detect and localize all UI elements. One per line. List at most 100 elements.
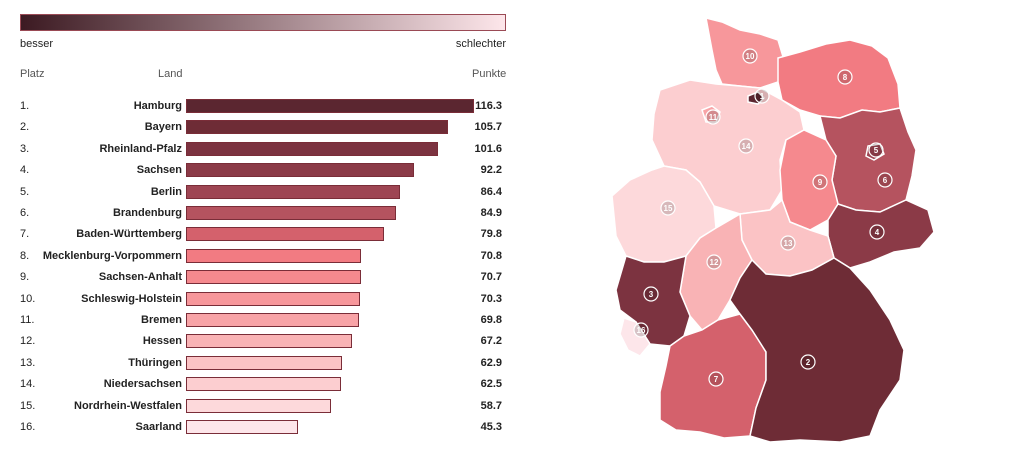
- score-value-label: 45.3: [480, 421, 502, 433]
- ranking-row: 8. Mecklenburg-Vorpommern 70.8: [0, 248, 520, 263]
- rank-label: 11.: [20, 314, 35, 326]
- map-badge-label: 3: [649, 290, 654, 299]
- state-shapes: [611, 16, 935, 443]
- ranking-row: 15. Nordrhein-Westfalen 58.7: [0, 398, 520, 413]
- ranking-row: 6. Brandenburg 84.9: [0, 206, 520, 220]
- ranking-row: 16. Saarland 45.3: [0, 420, 520, 434]
- score-bar: [186, 248, 362, 263]
- map-badge-circle: [742, 48, 758, 64]
- map-badge-label: 4: [875, 228, 880, 237]
- score-bar: [186, 141, 438, 156]
- score-bar: [186, 270, 362, 285]
- rank-label: 7.: [20, 228, 30, 241]
- map-badge-label: 7: [714, 375, 719, 384]
- state-label: Sachsen: [136, 164, 182, 177]
- state-label: Bayern: [144, 121, 182, 134]
- state-region-saarland: [619, 317, 651, 357]
- ranking-row: 12. Hessen 67.2: [0, 334, 520, 349]
- rank-label: 16.: [20, 421, 36, 433]
- map-badge-label: 2: [806, 358, 811, 367]
- score-value-label: 58.7: [480, 399, 502, 412]
- map-badge-circle: [812, 174, 828, 190]
- state-label: Schleswig-Holstein: [81, 292, 182, 305]
- score-value-label: 86.4: [480, 185, 502, 198]
- rank-label: 13.: [20, 356, 36, 369]
- score-bar: [186, 398, 332, 413]
- map-badge-label: 15: [664, 204, 673, 213]
- ranking-bar-chart: 1. Hamburg 116.3 2. Bayern 105.7 3. Rheinland-P…: [0, 99, 520, 434]
- map-badge-label: 6: [883, 176, 888, 185]
- state-column-header: Land: [158, 68, 183, 80]
- score-value-label: 79.8: [480, 228, 502, 241]
- state-region-bayern: [729, 257, 905, 443]
- points-column-header: Punkte: [472, 68, 507, 80]
- score-bar: [186, 420, 299, 434]
- ranking-row: 5. Berlin 86.4: [0, 184, 520, 199]
- rank-label: 10.: [20, 292, 36, 305]
- ranking-row: 4. Sachsen 92.2: [0, 163, 520, 178]
- score-bar: [186, 120, 448, 135]
- map-badge-circle: [643, 286, 659, 302]
- map-badge-circle: [877, 172, 893, 188]
- state-label: Bremen: [141, 314, 182, 326]
- map-badge-circle: [800, 354, 816, 370]
- score-bar: [186, 163, 415, 178]
- state-label: Thüringen: [128, 356, 182, 369]
- ranking-row: 11. Bremen 69.8: [0, 313, 520, 327]
- state-label: Brandenburg: [112, 207, 182, 219]
- rank-label: 9.: [20, 271, 30, 284]
- rank-label: 5.: [20, 185, 30, 198]
- ranking-row: 14. Niedersachsen 62.5: [0, 377, 520, 392]
- map-badge-circle: [868, 142, 884, 158]
- ranking-row: 7. Baden-Württemberg 79.8: [0, 227, 520, 242]
- score-value-label: 62.5: [480, 378, 502, 391]
- rank-label: 2.: [20, 121, 30, 134]
- rank-label: 4.: [20, 164, 30, 177]
- map-badge-label: 5: [874, 146, 879, 155]
- map-badge-label: 16: [637, 326, 646, 335]
- state-label: Sachsen-Anhalt: [98, 271, 182, 284]
- score-value-label: 70.3: [480, 292, 502, 305]
- rank-label: 15.: [20, 399, 36, 412]
- map-badge-circle: [660, 200, 676, 216]
- ranking-row: 3. Rheinland-Pfalz 101.6: [0, 141, 520, 156]
- score-bar: [186, 206, 397, 220]
- state-region-sachsen-anhalt: [779, 129, 839, 231]
- ranking-row: 1. Hamburg 116.3: [0, 99, 520, 113]
- rank-label: 1.: [20, 100, 30, 112]
- state-label: Mecklenburg-Vorpommern: [42, 249, 182, 262]
- map-badge-label: 13: [784, 239, 793, 248]
- state-label: Nordrhein-Westfalen: [74, 399, 182, 412]
- map-badge-label: 10: [746, 52, 755, 61]
- rank-label: 12.: [20, 335, 36, 348]
- map-badge-circle: [705, 109, 721, 125]
- ranking-row: 9. Sachsen-Anhalt 70.7: [0, 270, 520, 285]
- map-badge-circle: [837, 69, 853, 85]
- state-label: Niedersachsen: [103, 378, 182, 391]
- state-label: Hessen: [142, 335, 182, 348]
- state-label: Baden-Württemberg: [76, 228, 182, 241]
- score-value-label: 92.2: [480, 164, 502, 177]
- ranking-row: 13. Thüringen 62.9: [0, 355, 520, 370]
- score-bar: [186, 377, 341, 392]
- score-bar: [186, 355, 342, 370]
- score-value-label: 62.9: [480, 356, 502, 369]
- score-value-label: 70.7: [480, 271, 502, 284]
- rank-label: 14.: [20, 378, 36, 391]
- score-value-label: 84.9: [480, 207, 502, 219]
- map-badge-circle: [780, 235, 796, 251]
- score-value-label: 116.3: [475, 100, 502, 112]
- state-label: Berlin: [150, 185, 182, 198]
- map-badge-label: 1: [760, 92, 765, 101]
- map-badge-label: 8: [843, 73, 848, 82]
- map-badge-circle: [869, 224, 885, 240]
- score-value-label: 105.7: [474, 121, 502, 134]
- map-badge-label: 11: [709, 113, 718, 122]
- state-label: Rheinland-Pfalz: [99, 142, 182, 155]
- color-scale-bar: [20, 14, 506, 31]
- score-bar: [186, 99, 474, 113]
- legend-high-label: schlechter: [455, 38, 506, 50]
- score-value-label: 67.2: [480, 335, 502, 348]
